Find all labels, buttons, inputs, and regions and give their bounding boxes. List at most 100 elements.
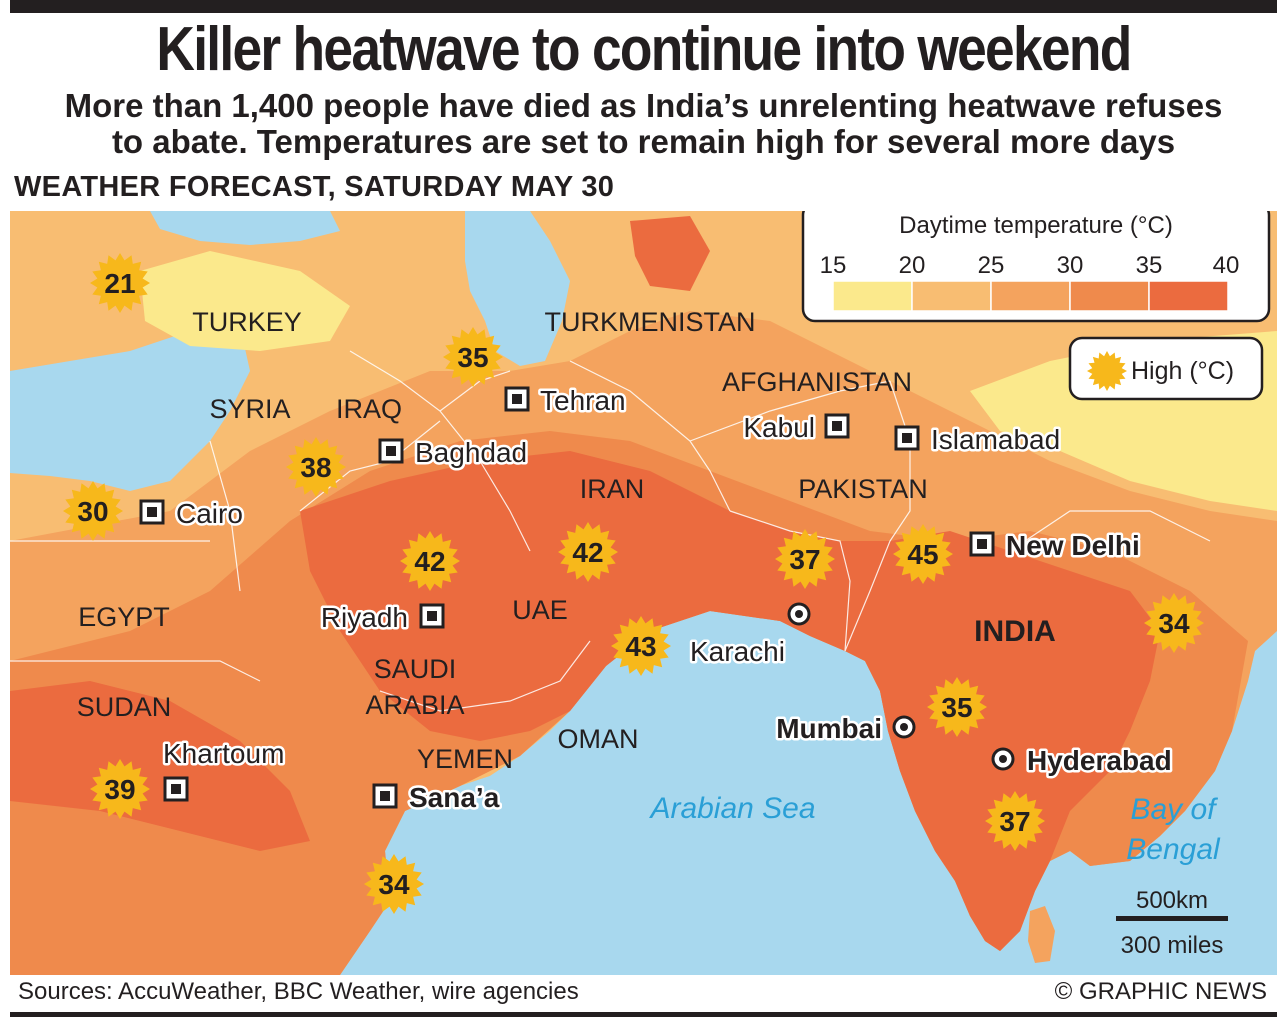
legend-band-20-25	[911, 280, 992, 312]
city-label-cairo: Cairo	[176, 498, 243, 529]
capital-marker-dot	[512, 394, 522, 404]
sun-icon	[985, 791, 1045, 851]
sun-icon	[775, 529, 835, 589]
country-label-saudi-arabia: SAUDI ARABIA	[365, 654, 464, 720]
city-khartoum: Khartoum	[161, 736, 287, 802]
city-karachi: Karachi	[688, 602, 811, 670]
legend-tick-25: 25	[978, 252, 1005, 279]
high-turkey: 21	[90, 253, 150, 313]
sun-icon-shape	[1087, 351, 1127, 391]
legend-tick-20: 20	[899, 252, 926, 279]
capital-marker-dot	[171, 784, 181, 794]
sun-icon	[90, 253, 150, 313]
high-value: 38	[300, 452, 331, 483]
high-value: 30	[77, 496, 108, 527]
high-pakistan: 37	[775, 529, 835, 589]
temperature-legend: Daytime temperature (°C) 15 20 25 30 35 40	[801, 211, 1271, 323]
country-label-turkmenistan: TURKMENISTAN	[544, 307, 755, 337]
city-marker-dot	[795, 610, 803, 618]
temp-band-35-40-arabia-iran	[300, 451, 1160, 951]
city-label-khartoum: Khartoum	[163, 738, 284, 769]
high-value: 42	[414, 546, 445, 577]
city-label-kabul: Kabul	[743, 412, 815, 443]
country-label-uae: UAE	[512, 595, 568, 625]
sun-icon	[927, 677, 987, 737]
temp-band-35-40-africa	[10, 681, 310, 851]
legend-bands	[832, 280, 1229, 312]
capital-marker-dot	[902, 433, 912, 443]
forecast-heading: WEATHER FORECAST, SATURDAY MAY 30	[14, 171, 615, 203]
high-cairo: 30	[63, 481, 123, 541]
country-label-pakistan: PAKISTAN	[798, 474, 928, 504]
high-eastern-india: 34	[1144, 593, 1204, 653]
legend-title: Daytime temperature (°C)	[899, 212, 1173, 239]
high-saudi-arabia: 42	[400, 531, 460, 591]
city-label-sana-a: Sana’a	[409, 782, 500, 813]
arabian-sea	[340, 611, 1000, 975]
high-oman: 43	[611, 616, 671, 676]
city-marker-dot	[900, 723, 908, 731]
city-label-karachi: Karachi	[690, 636, 785, 667]
temp-band-north	[630, 216, 710, 291]
country-label-yemen: YEMEN	[417, 744, 513, 774]
sun-icon	[286, 437, 346, 497]
sun-icon	[893, 524, 953, 584]
high-southern-india: 37	[985, 791, 1045, 851]
sun-icon	[611, 616, 671, 676]
mediterranean-sea	[10, 326, 250, 491]
city-mumbai: Mumbai	[774, 711, 916, 747]
country-label-turkey: TURKEY	[192, 307, 302, 337]
high-horn-of-africa: 34	[364, 854, 424, 914]
country-label-sudan: SUDAN	[77, 692, 172, 722]
sea-label-bay-of-bengal: Bay of Bengal	[1126, 793, 1221, 866]
footer-rule	[10, 1012, 1277, 1017]
city-riyadh: Riyadh	[318, 600, 445, 636]
city-hyderabad: Hyderabad	[991, 743, 1174, 779]
city-label-mumbai: Mumbai	[776, 713, 882, 744]
city-markers: Tehran Baghdad Kabul Islamabad Cairo New Delh…	[139, 383, 1174, 816]
capital-marker-dot	[977, 539, 987, 549]
capital-marker-dot	[386, 446, 396, 456]
high-value: 39	[104, 774, 135, 805]
capital-marker-dot	[427, 611, 437, 621]
legend-tick-15: 15	[820, 252, 847, 279]
sun-icon	[1087, 351, 1127, 391]
subtitle-line-2: to abate. Temperatures are set to remain…	[111, 123, 1176, 160]
country-label-oman: OMAN	[558, 724, 639, 754]
bay-of-bengal	[1020, 631, 1277, 975]
sun-icon	[558, 522, 618, 582]
legend-tick-30: 30	[1057, 252, 1084, 279]
caspian-sea	[465, 211, 570, 366]
legend-band-35-40	[1148, 280, 1229, 312]
high-value: 35	[457, 342, 488, 373]
scale-km: 500km	[1136, 887, 1208, 914]
high-value: 34	[1158, 608, 1190, 639]
legend-band-30-35	[1069, 280, 1150, 312]
capital-marker-dot	[832, 421, 842, 431]
city-label-islamabad: Islamabad	[931, 424, 1060, 455]
high-legend-label: High (°C)	[1131, 357, 1234, 385]
credit-note: © GRAPHIC NEWS	[1054, 978, 1267, 1005]
city-label-baghdad: Baghdad	[415, 437, 527, 468]
city-new-delhi: New Delhi	[969, 528, 1142, 564]
sun-icon	[443, 327, 503, 387]
city-tehran: Tehran	[504, 383, 628, 419]
scale-line	[1116, 916, 1228, 921]
legend-tick-40: 40	[1213, 252, 1240, 279]
country-labels: TURKEY SYRIA IRAQ TURKMENISTAN AFGHANISTAN IR…	[77, 307, 1056, 774]
black-sea	[150, 211, 340, 245]
sri-lanka	[1028, 906, 1055, 963]
city-islamabad: Islamabad	[894, 422, 1063, 458]
high-northern-iran: 35	[443, 327, 503, 387]
top-rule	[10, 0, 1277, 13]
high-iraq: 38	[286, 437, 346, 497]
city-cairo: Cairo	[139, 496, 245, 532]
country-label-iran: IRAN	[580, 474, 645, 504]
scale-bar: 500km 300 miles	[1116, 887, 1228, 959]
high-value: 42	[572, 537, 603, 568]
high-mumbai: 35	[927, 677, 987, 737]
subtitle-line-1: More than 1,400 people have died as Indi…	[64, 87, 1223, 124]
sun-icon	[90, 759, 150, 819]
high-southern-iran: 42	[558, 522, 618, 582]
high-new-delhi: 45	[893, 524, 953, 584]
